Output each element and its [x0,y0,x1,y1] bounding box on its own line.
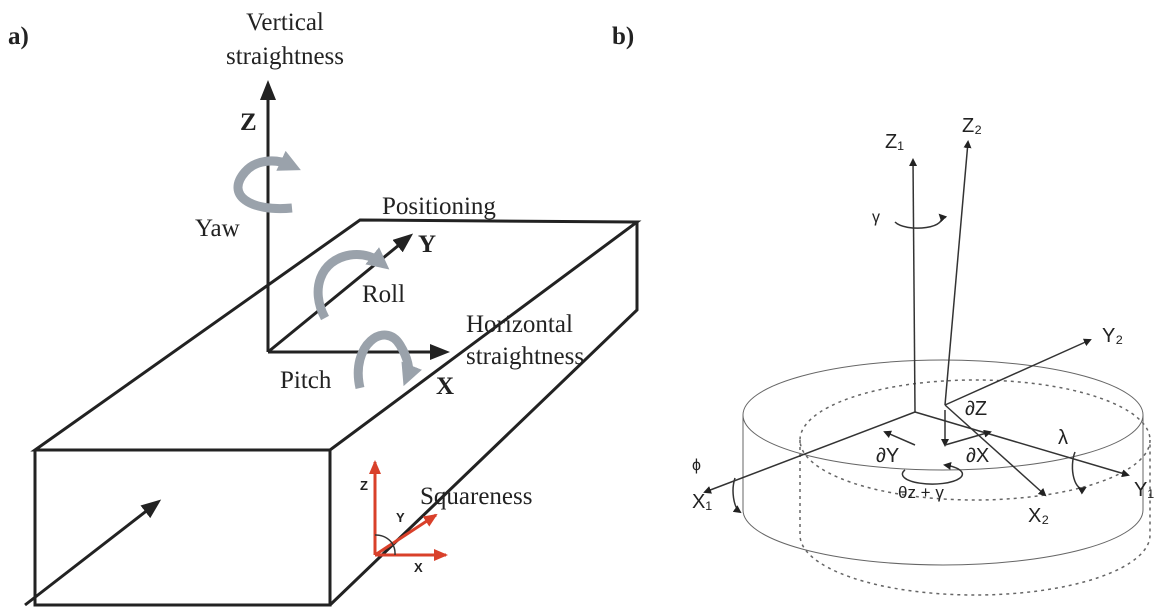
label: straightness [226,43,344,70]
label: Vertical [246,9,324,36]
label: Horizontal [466,311,573,338]
dx-arrow [944,429,992,446]
axis-label: X₂ [1028,505,1049,527]
axis-label: X [436,373,454,400]
label: ∂Y [876,445,899,467]
red-y [374,513,438,557]
yaw-arrow [233,150,301,214]
y1-axis [914,411,1130,478]
axis-label: Z [240,109,257,136]
axis-label: Y [418,231,436,258]
theta-arrow [901,461,964,485]
label: ∂Z [965,398,987,420]
panel-label: a) [8,23,29,50]
phi-arrow [732,477,742,514]
label: Pitch [280,367,332,394]
axis-label: Z₂ [962,115,982,137]
label: Positioning [382,193,496,220]
y2-axis [944,338,1092,406]
cylinder-top [742,359,1144,471]
axis-label: Y₁ [1134,479,1154,501]
axis-label: X₁ [692,491,712,513]
dy-arrow [883,430,916,446]
pitch-arrow [353,330,422,390]
dashed-body [799,440,1151,596]
axis-label: Y₂ [1102,325,1123,347]
label: λ [1058,427,1068,449]
label: Yaw [195,215,240,242]
x2-axis [944,404,1047,497]
panel-label: b) [612,23,634,50]
block [30,218,642,607]
label: θz + γ [898,483,944,502]
axis-label: X [414,560,423,575]
z1-axis [909,158,918,413]
x1-axis [703,411,916,494]
arrow [24,499,162,607]
label: ϕ [692,457,701,474]
panel-b: b) Z₁ Z₂ γ Y₂ ∂Z λ ϕ X₁ ∂Y ∂X θz + γ X₂ … [612,23,1154,596]
axis-label: Z [360,478,368,493]
label: γ [872,209,880,226]
gamma-arrow [894,213,948,229]
axis-label: Z₁ [885,131,904,153]
z2-axis [944,140,972,406]
angle-marks [374,534,396,556]
roll-arrow [313,247,390,321]
label: straightness [466,343,584,370]
label: Squareness [420,483,532,510]
axis-label: Y [396,510,405,525]
lambda-arrow [1071,451,1087,495]
label: ∂X [966,445,989,467]
panel-a: a) Vertical straightness Z Yaw Positioni… [8,9,642,607]
label: Roll [362,281,405,308]
cylinder-body [742,415,1144,566]
